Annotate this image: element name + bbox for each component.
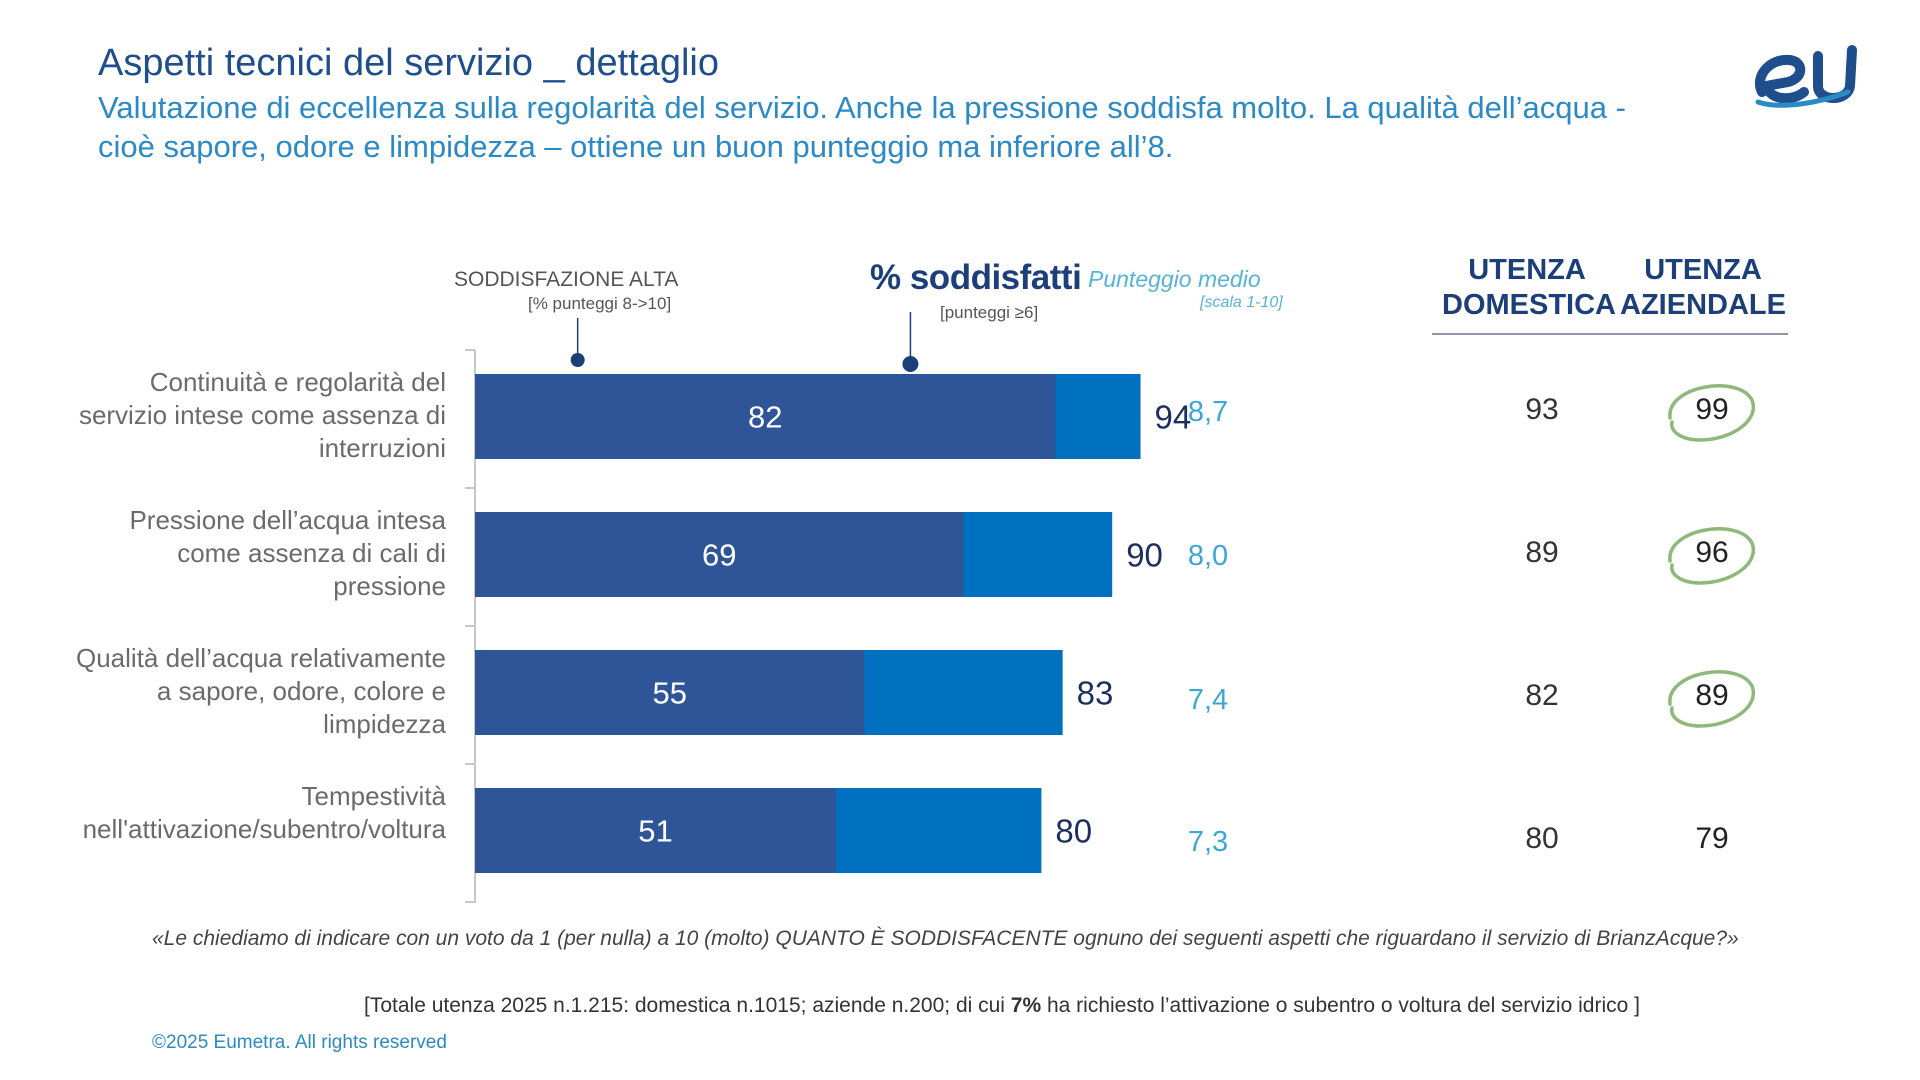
bar-soddisfazione-alta [475,512,964,597]
utenza-aziendale-value: 99 [1695,393,1729,426]
header-soddisfazione-alta: SODDISFAZIONE ALTA [454,268,679,291]
sample-note: [Totale utenza 2025 n.1.215: domestica n… [364,994,1640,1018]
utenza-domestica-value: 93 [1525,393,1559,426]
punteggio-medio-value: 8,7 [1187,396,1229,428]
highlight-circle [1668,384,1756,442]
pointer-dot [902,356,919,372]
copyright: ©2025 Eumetra. All rights reserved [152,1032,447,1053]
page-subtitle: Valutazione di eccellenza sulla regolari… [98,90,1626,164]
punteggio-medio-value: 8,0 [1187,540,1229,572]
sample-note-percent: 7% [1010,994,1042,1017]
sample-note-text: ha richiesto l’attivazione o subentro o … [1041,994,1640,1017]
bar-soddisfazione-alta [475,650,865,735]
utenza-aziendale-value: 89 [1695,679,1729,712]
header-underline [1432,333,1788,335]
category-label: Pressione dell’acqua intesa come assenza… [129,505,446,601]
utenza-aziendale-value: 79 [1695,822,1729,855]
bar-soddisfazione-alta [475,788,837,873]
bar-label-alta: 55 [652,676,686,711]
header-percent-soddisfatti: % soddisfatti [870,258,1082,297]
survey-question: «Le chiediamo di indicare con un voto da… [152,927,1739,950]
bar-label-alta: 82 [748,400,782,435]
header-utenza-aziendale: UTENZA AZIENDALE [1620,254,1786,321]
bar-label-alta: 51 [638,814,672,849]
bar-label-soddisfatti: 83 [1077,675,1114,712]
eumetra-logo: eU [1755,45,1857,108]
sample-note-text: [Totale utenza 2025 n.1.215: domestica n… [364,994,1011,1017]
bar-label-alta: 69 [702,538,736,573]
bar-label-soddisfatti: 94 [1155,399,1192,436]
category-label: Qualità dell’acqua relativamente a sapor… [76,643,446,739]
utenza-domestica-value: 89 [1525,536,1559,569]
header-utenza-domestica: UTENZA DOMESTICA [1442,254,1616,321]
bar-label-soddisfatti: 90 [1126,537,1163,574]
punteggio-medio-value: 7,4 [1187,684,1229,716]
utenza-domestica-value: 82 [1525,679,1559,712]
punteggio-medio-value: 7,3 [1187,826,1229,858]
utenza-domestica-value: 80 [1525,822,1559,855]
bar-label-soddisfatti: 80 [1055,813,1092,850]
highlight-circle [1668,527,1756,585]
utenza-aziendale-value: 96 [1695,536,1729,569]
header-percent-soddisfatti-note: [punteggi ≥6] [940,303,1039,322]
page-title: Aspetti tecnici del servizio _ dettaglio [98,42,719,84]
bar-soddisfazione-alta [475,374,1056,459]
category-label: Tempestività nell'attivazione/subentro/v… [82,781,446,844]
header-punteggio-medio-note: [scala 1-10] [1200,294,1283,311]
highlight-circle [1668,670,1756,728]
category-label: Continuità e regolarità del servizio int… [78,367,446,463]
header-soddisfazione-alta-note: [% punteggi 8->10] [528,294,672,313]
header-punteggio-medio: Punteggio medio [1088,266,1261,292]
pointer-dot [570,353,585,367]
